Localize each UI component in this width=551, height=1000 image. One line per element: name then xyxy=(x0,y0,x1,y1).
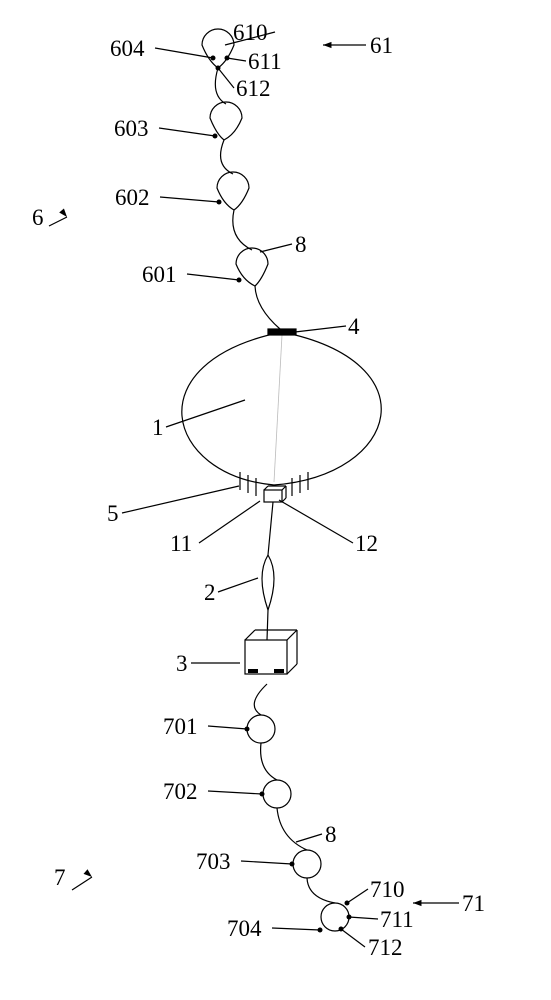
label-l604: 604 xyxy=(110,36,145,62)
label-l61: 61 xyxy=(370,33,393,59)
label-l3: 3 xyxy=(176,651,188,677)
label-l711: 711 xyxy=(380,907,414,933)
label-l1: 1 xyxy=(152,415,164,441)
label-l710: 710 xyxy=(370,877,405,903)
label-l612: 612 xyxy=(236,76,271,102)
label-l12: 12 xyxy=(355,531,378,557)
label-l611: 611 xyxy=(248,49,282,75)
label-l2: 2 xyxy=(204,580,216,606)
label-l71: 71 xyxy=(462,891,485,917)
label-l704: 704 xyxy=(227,916,262,942)
label-l702: 702 xyxy=(163,779,198,805)
label-l11: 11 xyxy=(170,531,192,557)
label-l8a: 8 xyxy=(295,232,307,258)
label-l5: 5 xyxy=(107,501,119,527)
label-l602: 602 xyxy=(115,185,150,211)
label-l703: 703 xyxy=(196,849,231,875)
label-l701: 701 xyxy=(163,714,198,740)
diagram-canvas xyxy=(0,0,551,1000)
label-l712: 712 xyxy=(368,935,403,961)
label-l8b: 8 xyxy=(325,822,337,848)
label-l610: 610 xyxy=(233,20,268,46)
label-l7: 7 xyxy=(54,865,66,891)
label-l603: 603 xyxy=(114,116,149,142)
label-l4: 4 xyxy=(348,314,360,340)
label-l6: 6 xyxy=(32,205,44,231)
label-l601: 601 xyxy=(142,262,177,288)
